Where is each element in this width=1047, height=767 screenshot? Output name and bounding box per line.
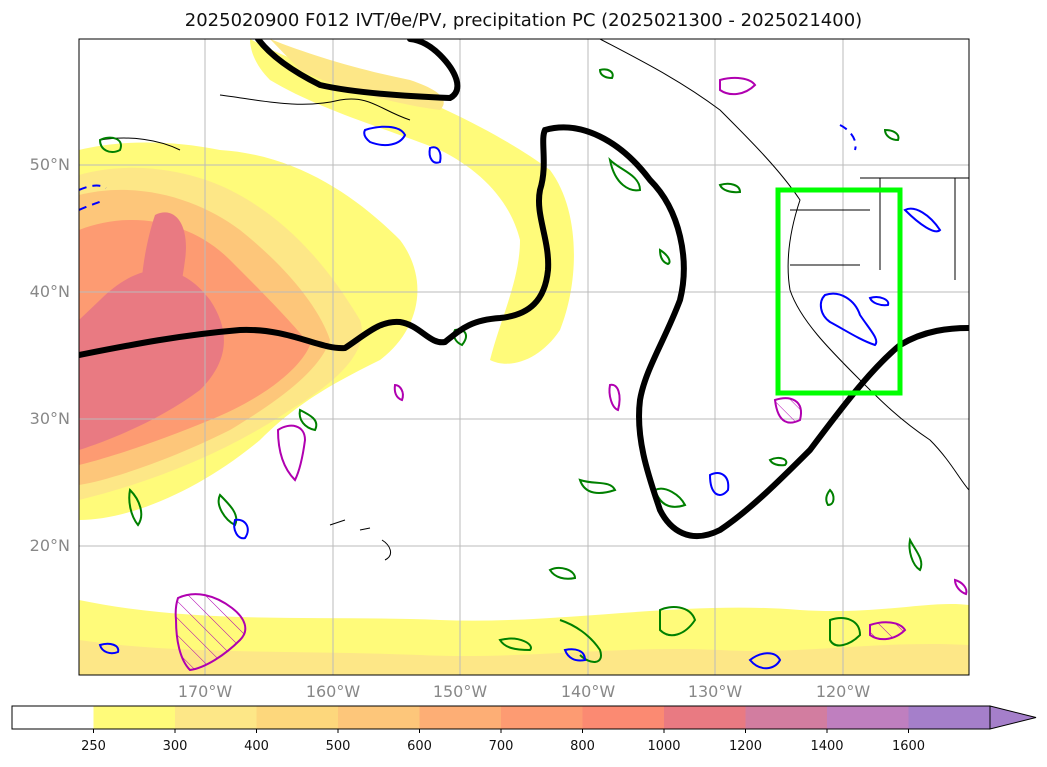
lon-label-140w: 140°W <box>560 682 616 701</box>
map-frame <box>78 38 970 676</box>
highlight-box <box>775 187 903 396</box>
pv-contours <box>79 124 942 670</box>
colorbar-tick-label: 1000 <box>647 739 681 754</box>
map-area <box>79 39 969 675</box>
colorbar-tick-label: 400 <box>244 739 269 754</box>
lat-label-40n: 40°N <box>29 282 70 301</box>
colorbar-tick-label: 1600 <box>891 739 926 754</box>
colorbar-segment <box>664 706 746 729</box>
ivt-contours <box>79 39 969 539</box>
lon-label-130w: 130°W <box>687 682 743 701</box>
colorbar-segment <box>908 706 991 729</box>
lat-label-30n: 30°N <box>29 409 70 428</box>
colorbar-segment <box>256 706 339 729</box>
colorbar-segment <box>93 706 176 729</box>
colorbar-extend-arrow <box>989 705 1037 730</box>
colorbar-segment <box>419 706 502 729</box>
colorbar-tick-label: 700 <box>488 739 514 754</box>
lon-label-150w: 150°W <box>432 682 488 701</box>
page-title: 2025020900 F012 IVT/θe/PV, precipitation… <box>184 10 863 31</box>
colorbar-tick-label: 500 <box>325 739 351 754</box>
colorbar-segment <box>827 706 909 729</box>
colorbar-tick-label: 1200 <box>728 739 763 754</box>
colorbar-segment <box>745 706 828 729</box>
colorbar-segment <box>338 706 420 729</box>
lat-label-50n: 50°N <box>29 155 70 174</box>
colorbar-tick-label: 300 <box>162 739 188 754</box>
precip-pc-contours <box>174 76 968 672</box>
colorbar-segment <box>175 706 257 729</box>
lon-label-170w: 170°W <box>177 682 233 701</box>
coastlines <box>99 39 969 561</box>
colorbar-tick-label: 1400 <box>810 739 844 754</box>
colorbar-tick-label: 800 <box>570 739 595 754</box>
lat-label-20n: 20°N <box>29 536 70 555</box>
graticule <box>79 39 969 675</box>
ivt-filled-contours <box>79 39 969 675</box>
colorbar <box>11 705 1037 733</box>
colorbar-tick-label: 600 <box>407 739 432 754</box>
colorbar-segment <box>582 706 665 729</box>
lon-label-120w: 120°W <box>815 682 871 701</box>
lon-label-160w: 160°W <box>305 682 361 701</box>
colorbar-tick-label: 250 <box>81 739 106 754</box>
colorbar-segment <box>12 706 94 729</box>
colorbar-segment <box>501 706 583 729</box>
